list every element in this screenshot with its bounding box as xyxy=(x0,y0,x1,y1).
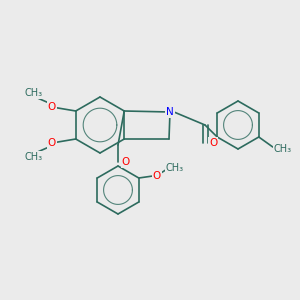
Text: O: O xyxy=(209,138,217,148)
Text: CH₃: CH₃ xyxy=(24,152,42,162)
Text: O: O xyxy=(153,171,161,181)
Text: O: O xyxy=(48,138,56,148)
Text: O: O xyxy=(122,157,130,167)
Text: O: O xyxy=(48,102,56,112)
Text: CH₃: CH₃ xyxy=(274,144,292,154)
Text: CH₃: CH₃ xyxy=(166,163,184,173)
Text: N: N xyxy=(166,107,174,117)
Text: CH₃: CH₃ xyxy=(24,88,42,98)
